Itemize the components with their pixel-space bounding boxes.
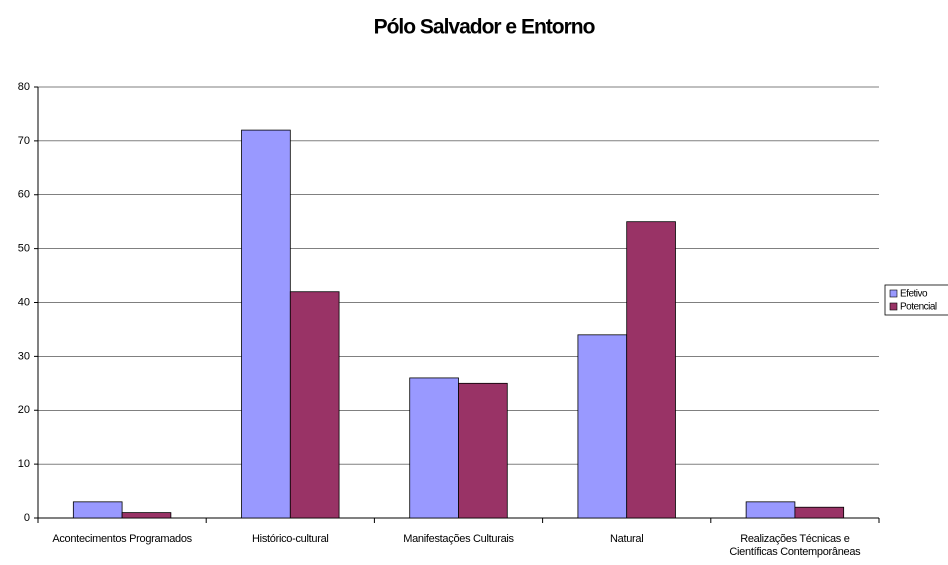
- y-tick-label: 80: [18, 81, 30, 93]
- y-tick-label: 0: [24, 512, 30, 524]
- bar: [289, 291, 340, 519]
- y-tick-label: 70: [18, 135, 30, 147]
- y-tick-label: 50: [18, 243, 30, 255]
- x-tick-label: Manifestações Culturais: [403, 533, 514, 545]
- bar: [745, 501, 796, 519]
- bar: [241, 129, 291, 519]
- bar: [626, 221, 676, 519]
- y-tick-label: 30: [18, 350, 30, 362]
- chart-title: Pólo Salvador e Entorno: [374, 16, 595, 39]
- y-tick-label: 10: [18, 458, 30, 470]
- legend-swatch: [889, 289, 898, 298]
- bar: [121, 512, 172, 519]
- x-tick-label: Histórico-cultural: [252, 533, 329, 545]
- bar: [409, 377, 459, 519]
- legend-label: Potencial: [900, 302, 937, 313]
- bar: [577, 334, 628, 519]
- x-tick-label: Natural: [610, 533, 644, 545]
- bar: [458, 382, 508, 519]
- y-tick-label: 60: [18, 189, 30, 201]
- bar: [794, 506, 845, 519]
- bar: [72, 501, 123, 519]
- y-tick-label: 20: [18, 404, 30, 416]
- x-tick-label: Realizações Técnicas e Científicas Conte…: [729, 533, 861, 558]
- x-tick-label: Acontecimentos Programados: [52, 533, 192, 545]
- legend-swatch: [889, 302, 898, 311]
- y-tick-label: 40: [18, 296, 30, 308]
- legend-label: Efetivo: [900, 289, 928, 300]
